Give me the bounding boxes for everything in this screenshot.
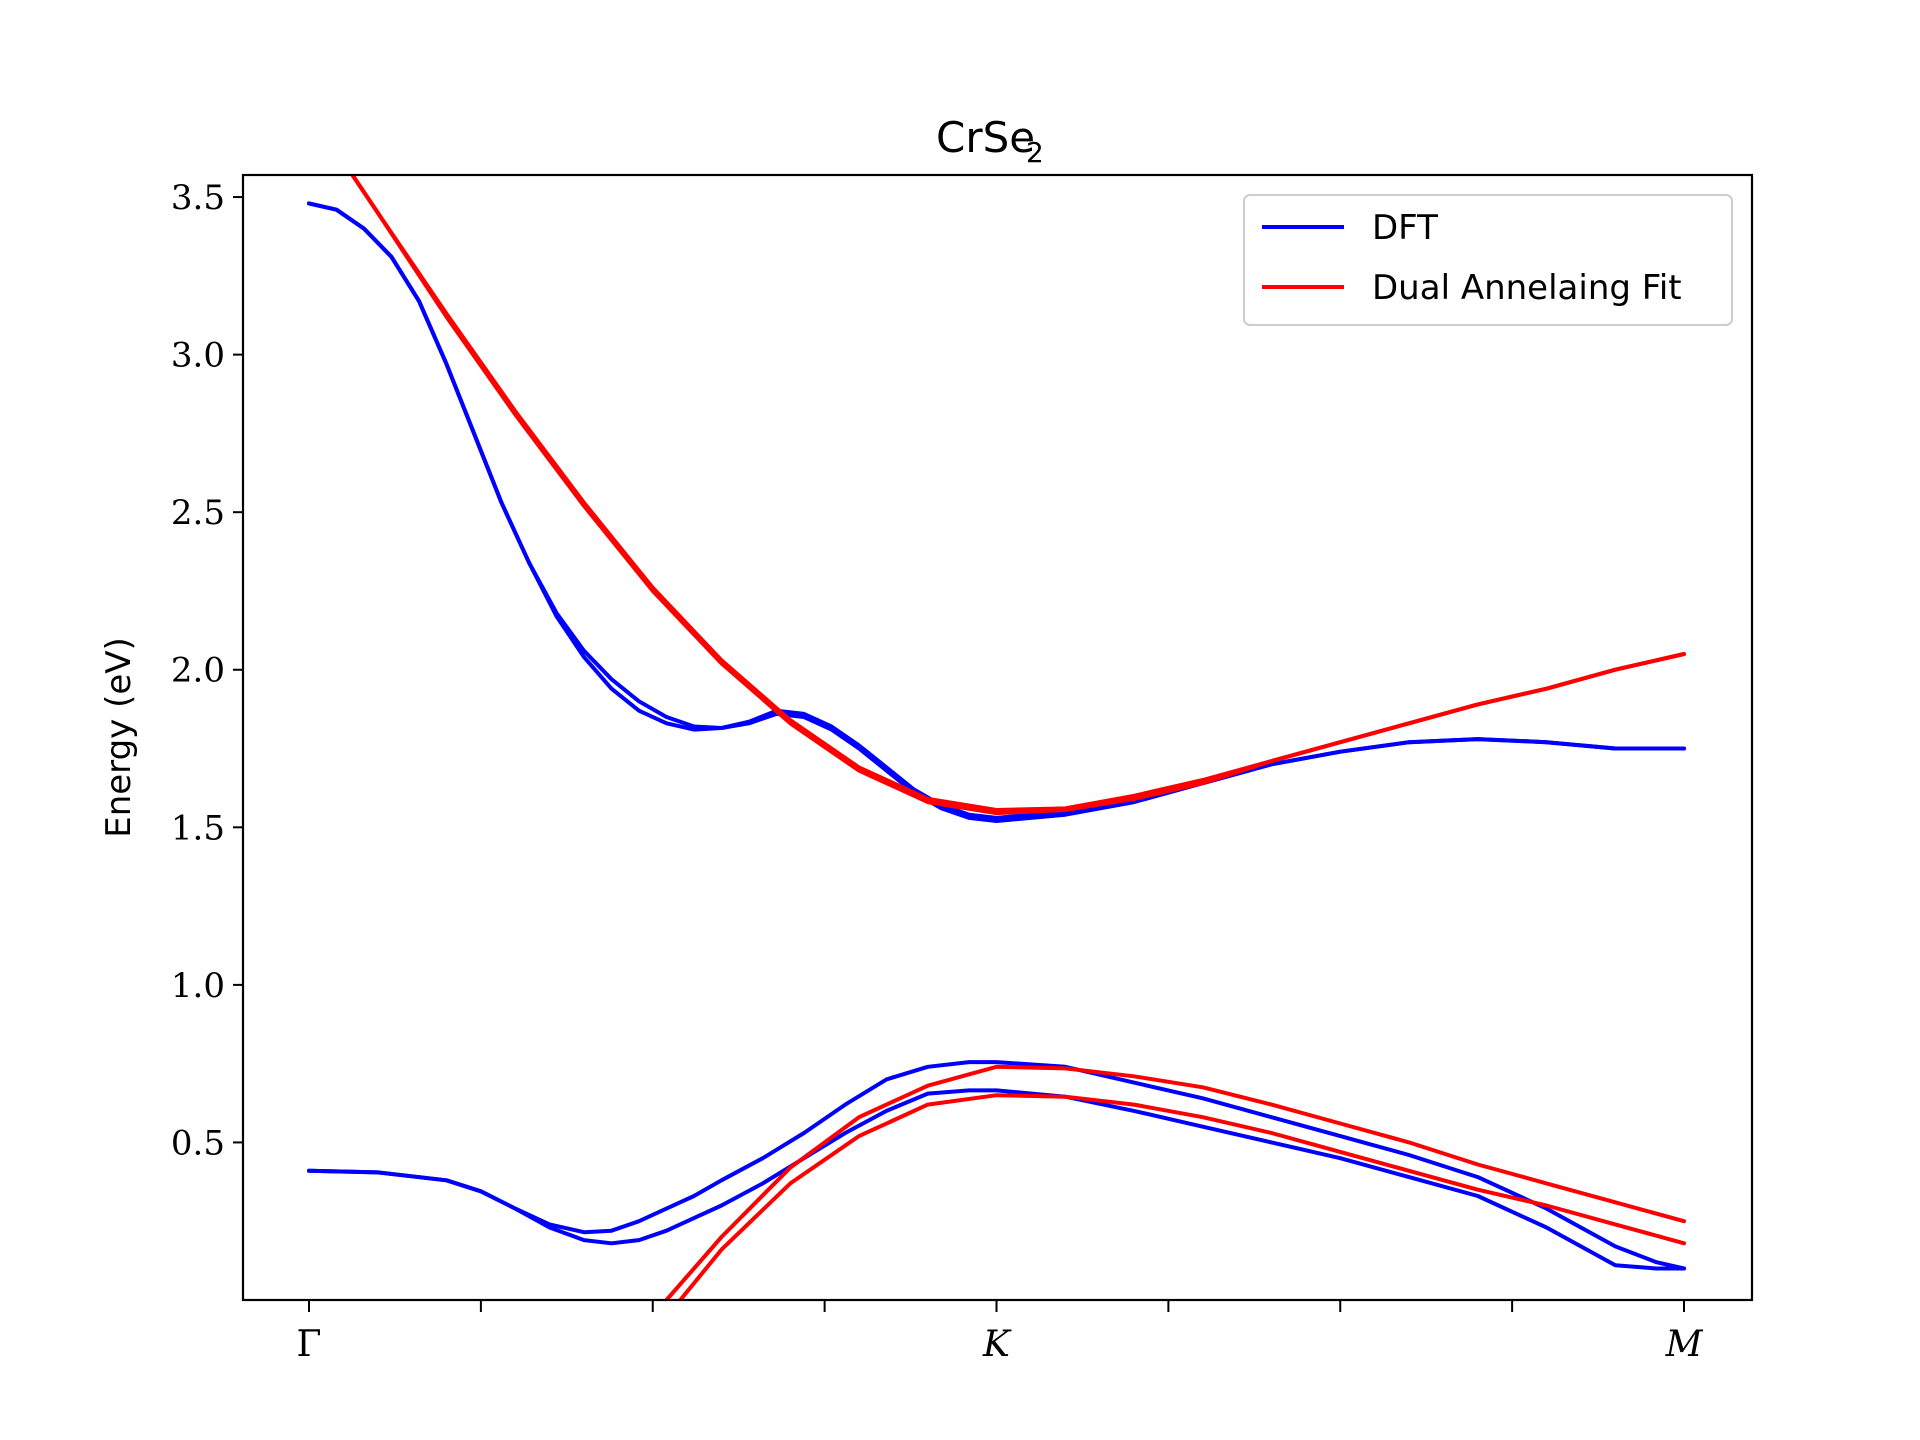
y-tick-label: 3.0 — [171, 336, 225, 376]
chart-title-subscript: 2 — [1026, 136, 1044, 169]
chart-title-text: CrSe — [936, 113, 1035, 162]
x-tick-label: M — [1665, 1324, 1704, 1365]
x-tick-label: K — [982, 1324, 1012, 1365]
legend-label-1: DFT — [1372, 208, 1438, 248]
y-tick-label: 2.0 — [171, 651, 225, 691]
y-tick-label: 1.0 — [171, 966, 225, 1006]
y-tick-label: 0.5 — [171, 1123, 225, 1163]
y-axis: 0.5 1.0 1.5 2.0 2.5 3.0 3.5 — [171, 178, 243, 1163]
legend-label-2: Dual Annelaing Fit — [1372, 268, 1682, 308]
series-line-4-fit — [350, 175, 1686, 812]
series-line-5-dft — [307, 1088, 1686, 1271]
y-tick-label: 2.5 — [171, 493, 225, 533]
series-line-6-dft — [307, 1060, 1686, 1271]
legend: DFT Dual Annelaing Fit — [1243, 194, 1733, 326]
y-axis-label: Energy (eV) — [99, 637, 139, 838]
series-line-8-fit — [678, 1093, 1686, 1300]
y-tick-label: 1.5 — [171, 808, 225, 848]
chart-title: CrSe 2 — [936, 113, 1044, 169]
legend-box — [1243, 194, 1733, 326]
y-tick-label: 3.5 — [171, 178, 225, 218]
series-line-2-dft — [307, 201, 1686, 820]
x-tick-label: Γ — [297, 1324, 322, 1365]
series-layer — [307, 175, 1686, 1300]
series-line-7-fit — [664, 1064, 1686, 1300]
